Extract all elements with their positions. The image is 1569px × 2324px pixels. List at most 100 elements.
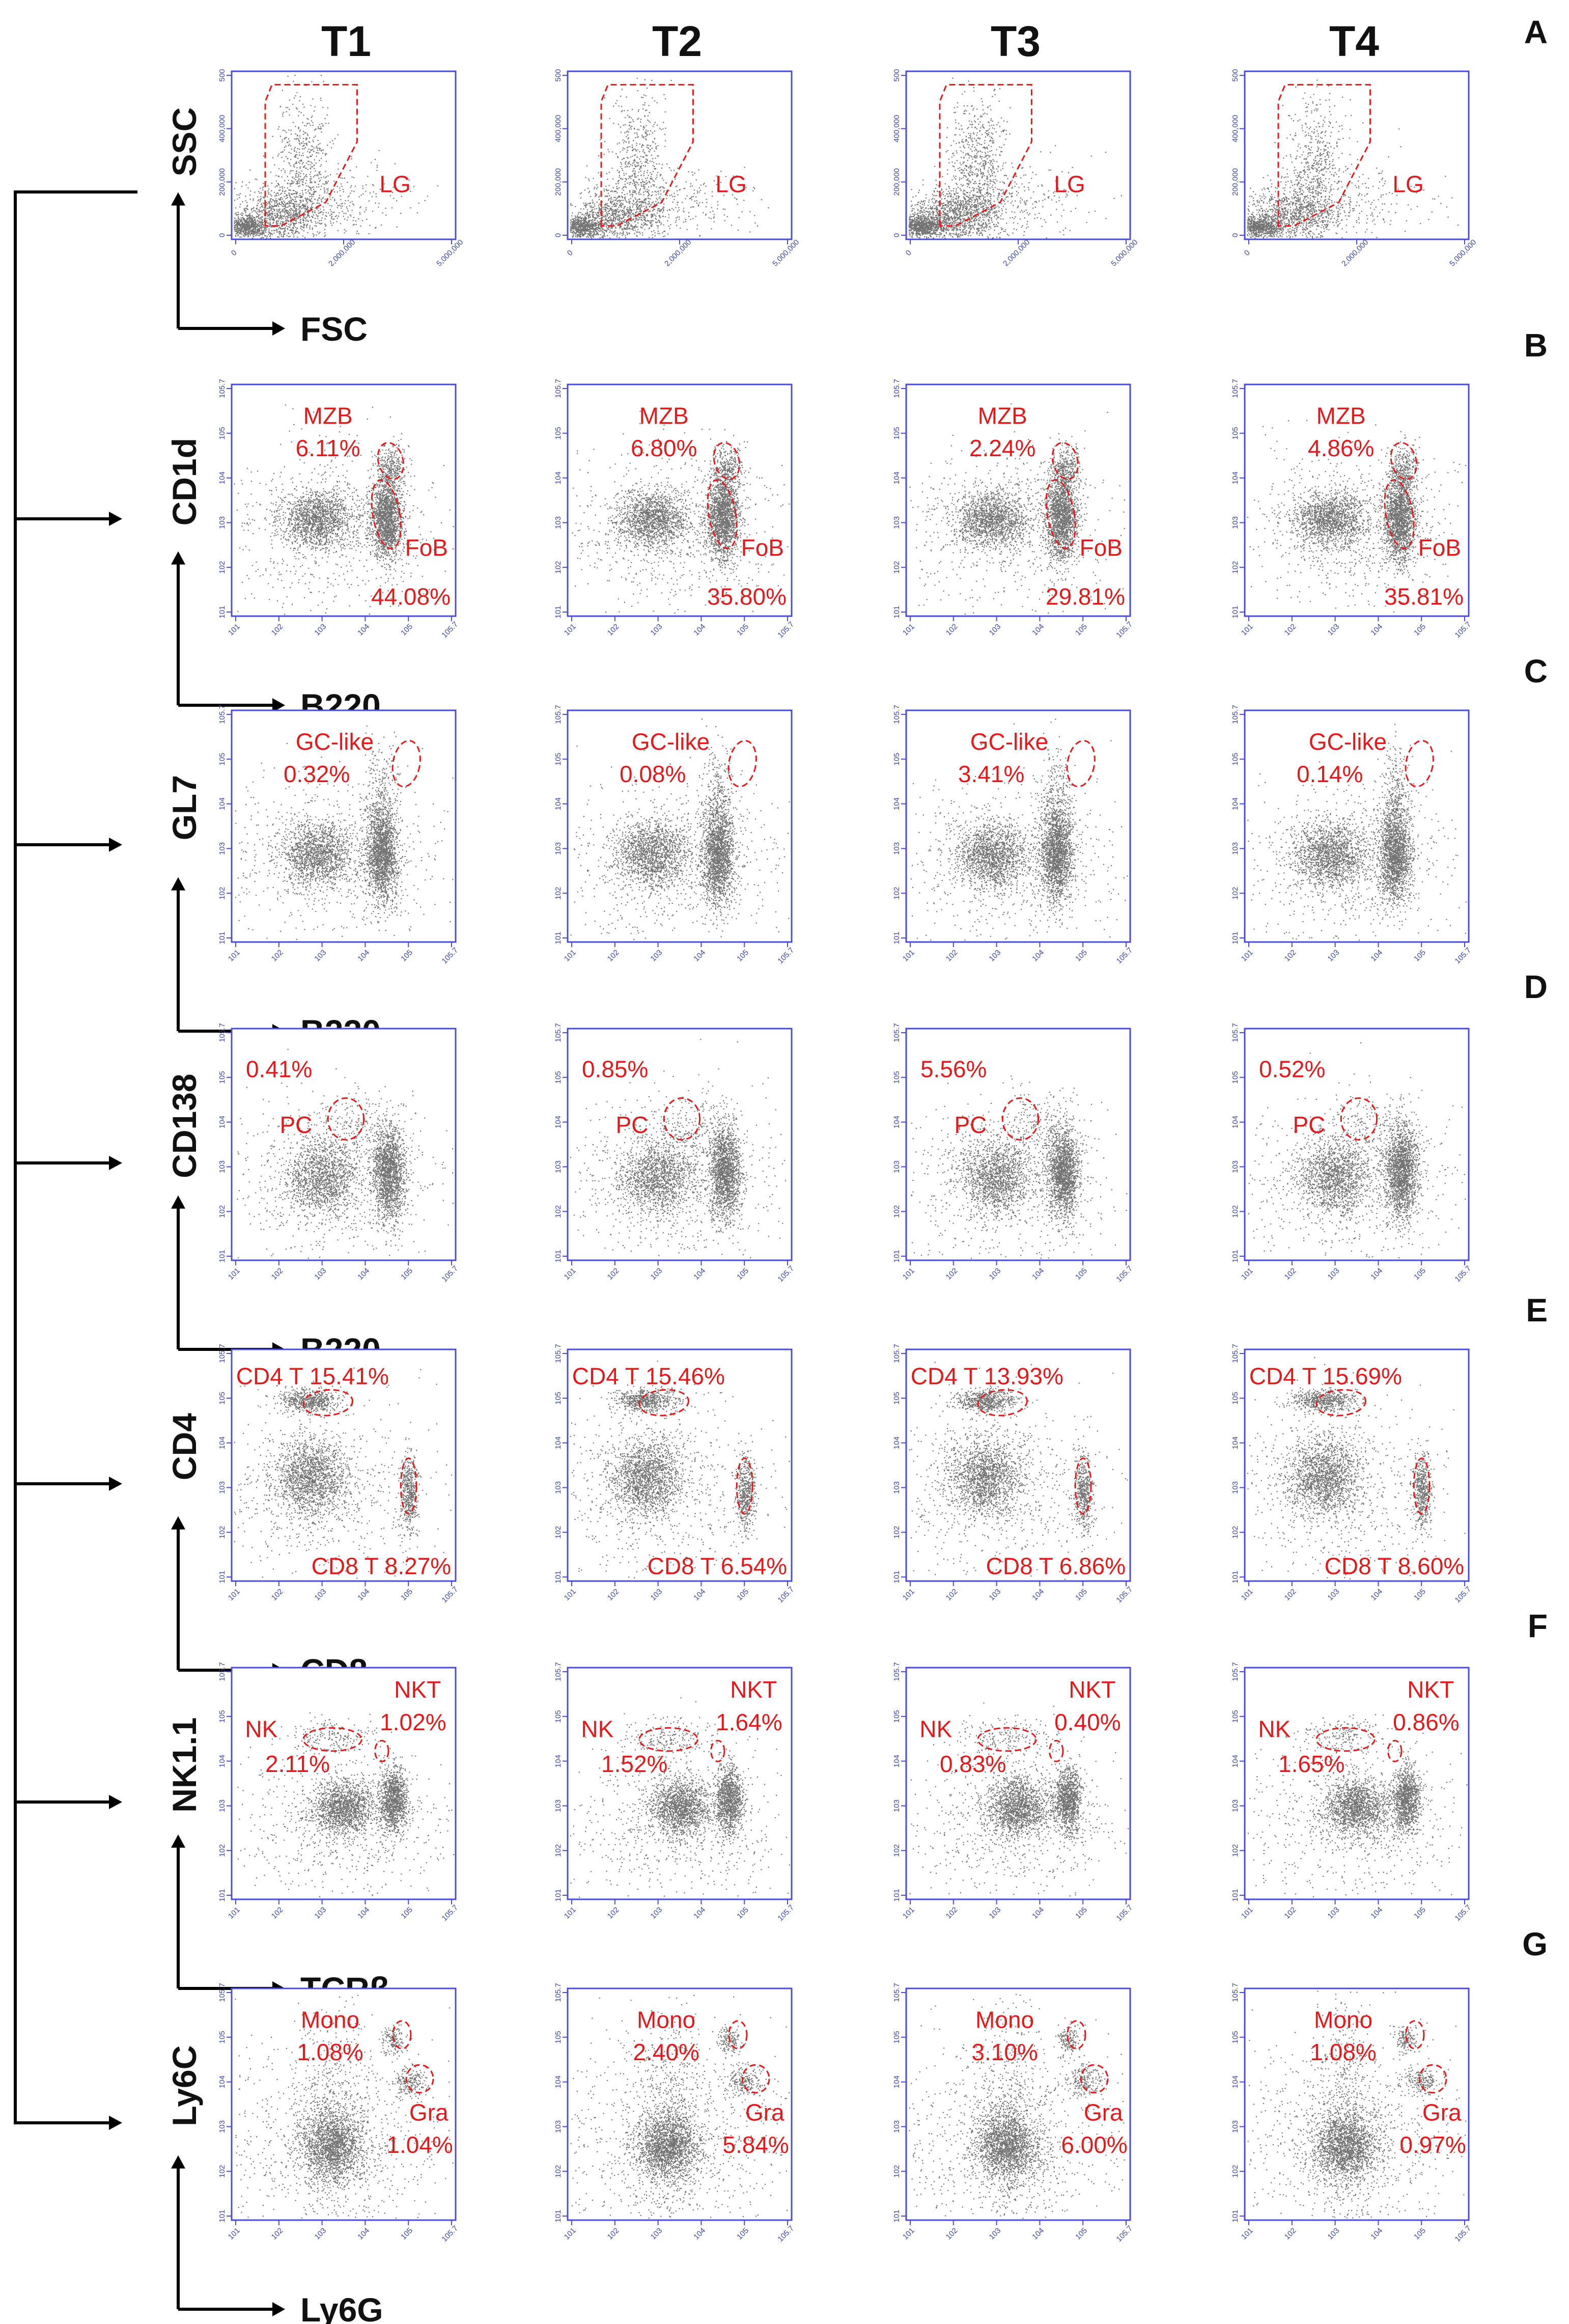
gating-arrowhead-b (109, 511, 122, 526)
y-tick-label: 103 (1231, 1160, 1240, 1173)
gate-name: CD4 T (911, 1363, 978, 1389)
y-tick-label: 105.7 (892, 379, 901, 398)
gate-name-gra: Gra (409, 2099, 449, 2125)
y-tick-label: 0 (1231, 233, 1240, 237)
gate-cd4-t (302, 1389, 353, 1417)
y-tick-label: 104 (892, 1755, 901, 1767)
event-dots (234, 404, 454, 615)
y-tick-label: 105 (1231, 1710, 1240, 1723)
y-tick-label: 102 (554, 887, 563, 900)
gate-percent-nk: 1.52% (601, 1751, 667, 1777)
y-tick-label: 105 (554, 427, 563, 439)
y-tick-label: 103 (892, 2120, 901, 2133)
plot-e-t4: 101 102 103 104 105 105.7101102103104105105.7… (1231, 1344, 1473, 1604)
gate-label-cd4-t: CD4 T 15.41% (236, 1363, 389, 1389)
row-letter-c: C (1524, 653, 1548, 689)
gate-nkt (710, 1739, 725, 1762)
gate-mzb (1390, 441, 1418, 480)
y-tick-label: 500 (218, 69, 227, 81)
gate-label-lg: LG (715, 171, 746, 198)
gating-arrowhead-f (109, 1794, 122, 1809)
y-tick-label: 200,000 (1231, 168, 1240, 196)
y-tick-label: 101 (218, 605, 227, 618)
y-axis-label-a: SSC (165, 107, 203, 177)
plot-f-t4: 101 102 103 104 105 105.7101102103104105105.7… (1231, 1662, 1473, 1923)
gate-percent-pc: 0.41% (246, 1056, 312, 1083)
gate-gra (741, 2064, 770, 2094)
gate-lg (939, 84, 1032, 227)
y-tick-label: 104 (218, 1116, 227, 1128)
y-tick-label: 103 (1231, 516, 1240, 529)
panel-row-c: CGL7B220101102103104105105.7101102103104… (15, 653, 1548, 1050)
gate-label-cd4-t: CD4 T 15.69% (1249, 1363, 1402, 1389)
gate-name-mono: Mono (301, 2006, 359, 2033)
y-tick-label: 104 (554, 1755, 563, 1767)
gate-mzb (713, 441, 741, 480)
y-tick-label: 105 (892, 1710, 901, 1723)
gate-percent-mono: 1.08% (297, 2039, 363, 2065)
y-tick-label: 102 (1231, 561, 1240, 574)
y-tick-label: 101 (554, 1889, 563, 1901)
y-tick-label: 105 (892, 753, 901, 765)
y-tick-label: 105 (554, 1071, 563, 1084)
y-tick-label: 200,000 (218, 168, 227, 196)
gate-cd8-t (736, 1457, 753, 1515)
gate-percent-mono: 3.10% (971, 2039, 1038, 2065)
gate-label-cd4-t: CD4 T 15.46% (572, 1363, 725, 1389)
y-tick-label: 102 (218, 1205, 227, 1218)
y-tick-label: 101 (218, 2209, 227, 2222)
y-tick-label: 103 (554, 1800, 563, 1812)
y-tick-label: 104 (1231, 797, 1240, 810)
y-arrowhead-a (171, 192, 185, 206)
y-tick-label: 105.7 (218, 1023, 227, 1042)
gate-gra (405, 2064, 434, 2094)
y-tick-label: 105 (218, 427, 227, 439)
gate-percent-gra: 1.04% (386, 2132, 453, 2158)
plot-c-t1: 101 102 103 104 105 105.7101102103104105105.7… (218, 705, 460, 965)
gate-gc-like (727, 740, 757, 788)
x-arrowhead-b (272, 698, 285, 712)
gate-percent: 13.93% (984, 1363, 1063, 1389)
y-arrowhead-f (171, 1834, 185, 1848)
y-tick-label: 104 (218, 1436, 227, 1449)
y-tick-label: 105.7 (1231, 1662, 1240, 1681)
y-tick-label: 101 (892, 1889, 901, 1901)
y-tick-label: 101 (554, 1570, 563, 1583)
event-dot-cloud (235, 1995, 454, 2219)
gate-name-mono: Mono (975, 2006, 1034, 2033)
gate-mzb (377, 441, 405, 480)
y-tick-label: 105.7 (1231, 1344, 1240, 1363)
y-tick-label: 105 (554, 753, 563, 765)
x-axis-label-a: FSC (300, 310, 368, 348)
y-tick-label: 105.7 (554, 705, 563, 724)
gate-fob (1045, 479, 1076, 549)
event-dots (910, 718, 1128, 941)
y-tick-label: 102 (1231, 1205, 1240, 1218)
gate-name-mono: Mono (1314, 2006, 1372, 2033)
y-tick-label: 103 (554, 1481, 563, 1494)
y-tick-label: 103 (218, 1160, 227, 1173)
gating-arrowhead-d (109, 1155, 122, 1170)
plot-frame (905, 1028, 1131, 1261)
y-tick-label: 101 (892, 931, 901, 944)
gate-mzb (1051, 441, 1079, 480)
panel-row-g: G Ly6C Ly6G 101 102 103 104 105 105.7 101 102 103 10… (15, 1926, 1548, 2324)
gate-pc (1340, 1097, 1378, 1141)
y-tick-label: 102 (218, 1844, 227, 1857)
x-axis-label-g: Ly6G (300, 2291, 383, 2324)
gate-percent-mzb: 6.11% (296, 435, 360, 461)
y-tick-label: 400,000 (1231, 115, 1240, 143)
gate-nk (638, 1727, 698, 1752)
y-tick-label: 104 (218, 472, 227, 484)
gate-name-gc-like: GC-like (1309, 728, 1387, 755)
y-tick-label: 103 (554, 516, 563, 529)
y-tick-label: 103 (218, 842, 227, 855)
event-dots (570, 1995, 790, 2219)
gate-fob (1384, 479, 1415, 549)
y-tick-label: 500 (892, 69, 901, 81)
gate-percent-nkt: 0.86% (1393, 1709, 1459, 1735)
gate-percent-gra: 6.00% (1061, 2132, 1127, 2158)
gate-cd4-t (638, 1389, 689, 1417)
gate-percent: 8.27% (385, 1553, 451, 1579)
